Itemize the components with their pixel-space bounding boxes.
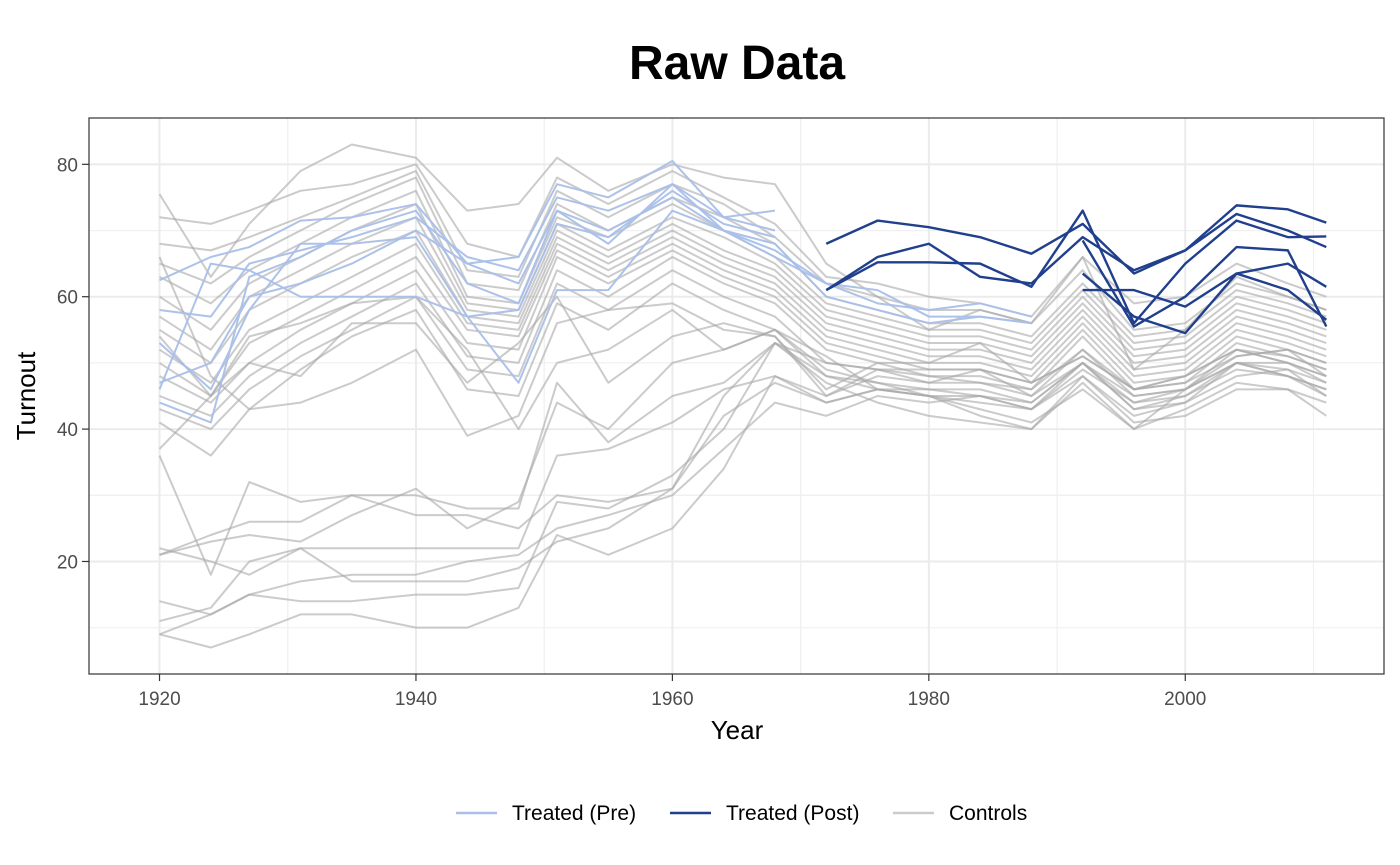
legend: Treated (Pre) Treated (Post) Controls [456,802,1027,825]
control-series-line [159,375,1327,623]
x-tick-label: 1940 [395,689,437,710]
treated-pre-series-line [159,196,1032,424]
control-series-line [158,242,1327,397]
y-tick-label: 80 [57,155,78,176]
treated-post-series-line [825,209,1327,325]
treated-post-series-line [1081,239,1328,328]
data-lines [158,143,1328,649]
y-tick-label: 60 [57,288,78,309]
control-series-line [158,236,1327,384]
control-series-line [159,328,1327,556]
treated-post-series-line [1081,272,1328,335]
treated-post-series-line [825,204,1327,275]
treated-post-series-line [1082,262,1327,308]
control-series-line [159,169,1327,331]
y-tick-label: 40 [57,420,78,441]
y-tick-label: 20 [57,552,78,573]
control-series-line [159,361,1327,583]
gridlines [89,118,1384,674]
x-tick-label: 1920 [138,689,180,710]
y-axis-title: Turnout [11,351,41,440]
x-tick-label: 1960 [651,689,693,710]
chart-title: Raw Data [629,37,845,90]
control-series-line [159,163,1327,318]
treated-pre-series-line [159,183,1032,384]
x-tick-label: 2000 [1164,689,1206,710]
legend-item-treated-pre: Treated (Pre) [456,802,636,825]
legend-label: Controls [949,802,1027,825]
x-axis: 1920 1940 1960 1980 2000 [138,674,1206,710]
legend-label: Treated (Pre) [512,802,636,825]
control-series-line [158,282,1327,457]
legend-item-treated-post: Treated (Post) [670,802,859,825]
control-series-line [158,342,1327,576]
treated-pre-series-line [158,209,1032,391]
control-series-line [158,229,1327,364]
x-tick-label: 1980 [908,689,950,710]
control-series-line [158,216,1327,358]
control-series-line [159,348,1327,649]
control-series-line [159,249,1327,404]
control-series-line [158,256,1327,437]
legend-item-controls: Controls [893,802,1027,825]
plot-border [88,117,1385,675]
x-axis-title: Year [711,715,764,745]
control-series-line [159,342,1327,616]
y-axis: 20 40 60 80 [57,155,89,573]
legend-label: Treated (Post) [726,802,859,825]
control-series-line [158,143,1327,371]
treated-post-series-line [825,212,1327,292]
control-series-line [159,342,1327,556]
